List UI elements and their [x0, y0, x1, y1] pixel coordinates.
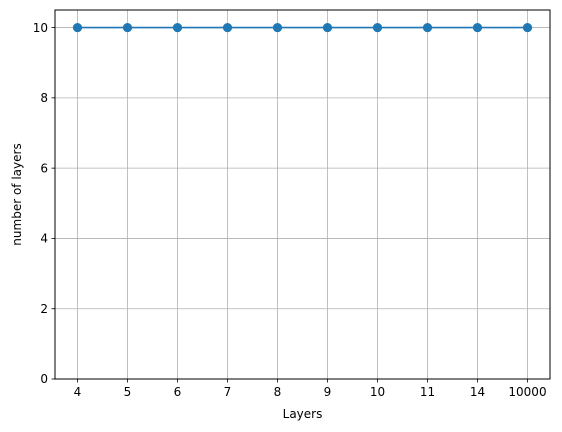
y-tick-label: 0 — [40, 372, 48, 386]
data-point — [522, 22, 533, 33]
grid — [55, 10, 550, 380]
x-tick-label: 14 — [470, 385, 485, 399]
plot-frame — [54, 9, 551, 380]
x-tick-label: 10000 — [508, 385, 546, 399]
y-axis-ticks: 0 2 4 6 8 10 — [33, 21, 55, 386]
data-point — [422, 22, 433, 33]
data-point — [72, 22, 83, 33]
x-tick-label: 11 — [420, 385, 435, 399]
data-point — [472, 22, 483, 33]
x-tick-label: 5 — [124, 385, 132, 399]
data-point — [272, 22, 283, 33]
y-tick-label: 6 — [40, 161, 48, 175]
y-tick-label: 8 — [40, 91, 48, 105]
y-tick-label: 4 — [40, 232, 48, 246]
data-point — [122, 22, 133, 33]
data-point — [222, 22, 233, 33]
x-tick-label: 4 — [74, 385, 82, 399]
data-point — [322, 22, 333, 33]
y-tick-label: 2 — [40, 302, 48, 316]
data-point — [372, 22, 383, 33]
x-axis-ticks: 4 5 6 7 8 9 10 11 14 10000 — [74, 379, 547, 399]
series-layer — [72, 22, 533, 33]
y-axis-label: number of layers — [10, 143, 24, 245]
x-axis-label: Layers — [283, 407, 323, 421]
x-tick-label: 7 — [224, 385, 232, 399]
x-tick-label: 6 — [174, 385, 182, 399]
x-tick-label: 8 — [274, 385, 282, 399]
y-tick-label: 10 — [33, 21, 48, 35]
x-tick-label: 10 — [370, 385, 385, 399]
data-point — [172, 22, 183, 33]
x-tick-label: 9 — [324, 385, 332, 399]
